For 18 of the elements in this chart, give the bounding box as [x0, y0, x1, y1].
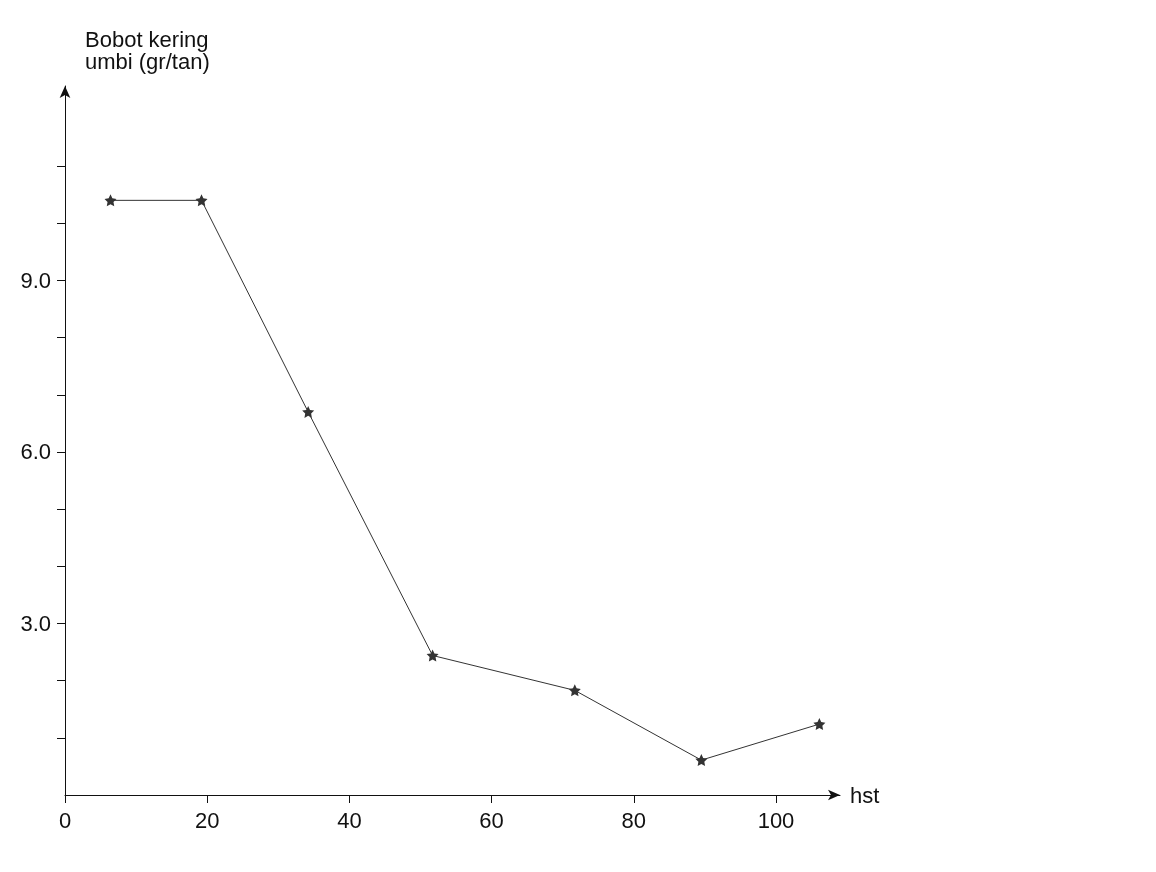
y-tick-label: 3.0 [20, 610, 51, 636]
point [695, 754, 708, 767]
x-tick-label: 100 [757, 807, 795, 833]
y-tick-label: 9.0 [20, 267, 51, 293]
x-tick-label: 80 [621, 807, 647, 833]
x-tick-label: 40 [337, 807, 362, 833]
point [813, 718, 826, 731]
point [426, 649, 439, 662]
point [302, 405, 315, 418]
x-tick-label: 0 [58, 807, 72, 833]
y-tick-label: 6.0 [20, 439, 51, 465]
point [568, 684, 581, 697]
point [104, 194, 117, 207]
y-axis-title: Bobot kering umbi (gr/tan) [85, 26, 210, 74]
point [195, 194, 208, 207]
x-tick-label: 20 [194, 807, 220, 833]
x-tick-label: 60 [479, 807, 504, 833]
x-axis-title: hst [850, 782, 880, 808]
